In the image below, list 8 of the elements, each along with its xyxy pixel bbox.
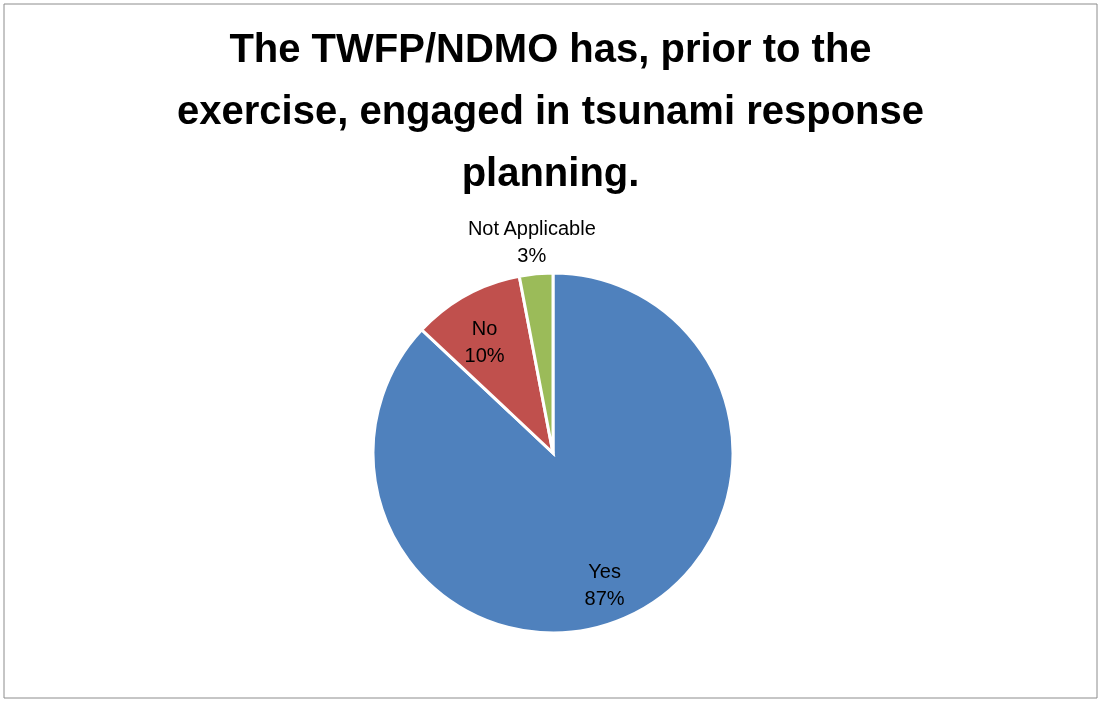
data-label: 10% — [464, 343, 505, 366]
pie-slice — [371, 271, 735, 635]
slice-label: Yes — [588, 560, 621, 583]
chart-title: The TWFP/NDMO has, prior to the exercise, engaged in tsunami response planning. — [177, 26, 924, 194]
slice-label: Not Applicable — [467, 217, 596, 239]
slice-label: No — [471, 316, 498, 339]
data-label: 3% — [517, 244, 547, 266]
data-label: 87% — [584, 587, 625, 610]
